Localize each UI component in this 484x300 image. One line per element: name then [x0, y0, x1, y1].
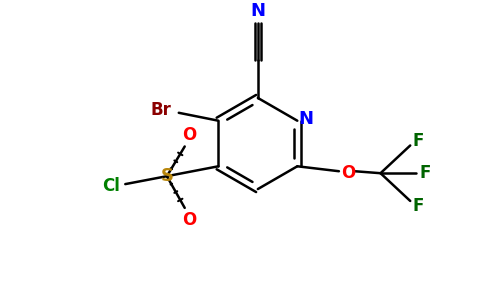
Text: S: S [160, 167, 173, 185]
Text: N: N [299, 110, 314, 128]
Text: O: O [182, 211, 197, 229]
Text: F: F [412, 197, 424, 215]
Text: F: F [412, 131, 424, 149]
Text: O: O [182, 126, 197, 144]
Text: Cl: Cl [103, 177, 121, 195]
Text: F: F [420, 164, 431, 182]
Text: Br: Br [151, 101, 171, 119]
Text: N: N [250, 2, 265, 20]
Text: O: O [341, 164, 355, 182]
